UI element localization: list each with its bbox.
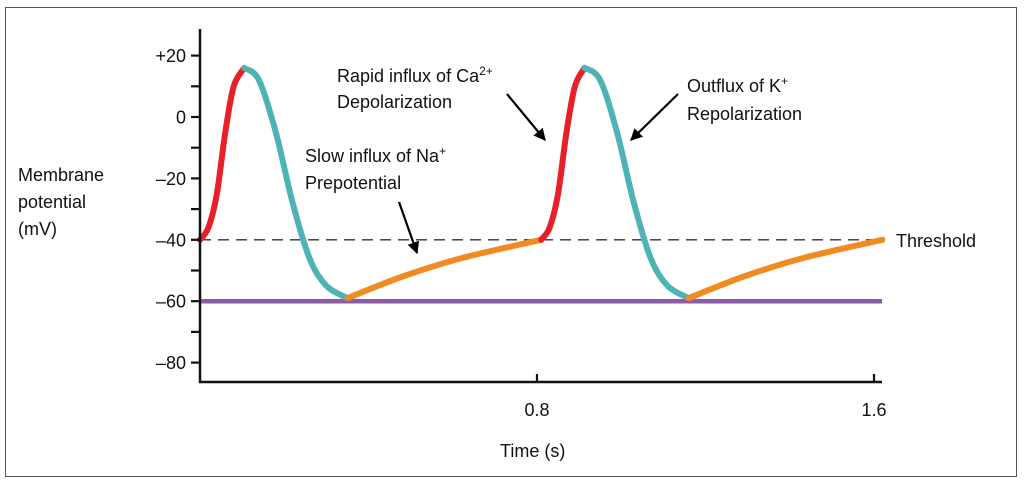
annotation-calcium-line-2: Depolarization [337, 92, 452, 112]
annotation-calcium: Rapid influx of Ca2+ Depolarization [337, 64, 546, 141]
y-tick-label: –80 [156, 353, 186, 373]
annotation-potassium-line-1: Outflux of K+ [687, 74, 788, 96]
x-tick-label: 1.6 [861, 400, 886, 420]
repolarization-2-curve [581, 64, 692, 302]
y-axis-label-line-2: potential [18, 192, 86, 212]
y-tick-label: 0 [176, 108, 186, 128]
annotation-sodium-line-1: Slow influx of Na+ [305, 144, 446, 166]
annotation-sodium-line-2: Prepotential [305, 173, 401, 193]
depolarization-1-curve [197, 64, 248, 243]
sodium-arrow [397, 201, 420, 255]
reference-lines [200, 239, 882, 304]
y-tick-label: –40 [156, 230, 186, 250]
y-tick-label: –20 [156, 169, 186, 189]
annotation-calcium-line-1: Rapid influx of Ca2+ [337, 64, 493, 86]
potassium-arrow [630, 93, 679, 141]
prepotential-1-curve [344, 236, 545, 302]
calcium-superscript: 2+ [479, 64, 493, 78]
axes: +20 0 –20 –40 –60 –80 0.8 1.6 [155, 29, 887, 420]
y-axis-label-line-1: Membrane [18, 165, 104, 185]
calcium-arrow [506, 93, 546, 141]
repolarization-1-curve [241, 64, 351, 302]
annotation-sodium: Slow influx of Na+ Prepotential [305, 144, 446, 255]
annotation-potassium: Outflux of K+ Repolarization [630, 74, 802, 141]
sodium-superscript: + [439, 144, 446, 158]
annotation-potassium-line-2: Repolarization [687, 104, 802, 124]
x-tick-label: 0.8 [524, 400, 549, 420]
threshold-label: Threshold [896, 231, 976, 251]
series-layer [197, 64, 886, 302]
figure-frame [5, 7, 1017, 477]
depolarization-2-curve [538, 64, 588, 243]
prepotential-2-curve [685, 236, 886, 302]
x-ticks: 0.8 1.6 [524, 374, 887, 420]
y-tick-label: –60 [156, 292, 186, 312]
potassium-superscript: + [781, 74, 788, 88]
y-ticks: +20 0 –20 –40 –60 –80 [155, 46, 200, 373]
y-axis-label-line-3: (mV) [18, 219, 57, 239]
y-tick-label: +20 [155, 46, 186, 66]
x-axis-label: Time (s) [500, 441, 565, 461]
